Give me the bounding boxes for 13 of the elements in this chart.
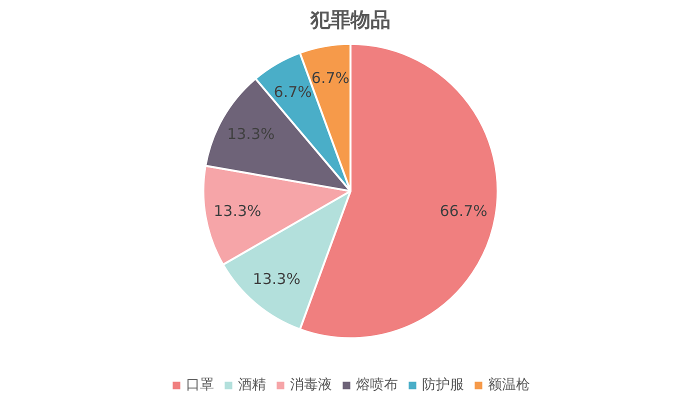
legend-label: 口罩 (186, 376, 214, 394)
legend-label: 额温枪 (488, 376, 530, 394)
legend-label: 酒精 (238, 376, 266, 394)
legend-label: 防护服 (422, 376, 464, 394)
chart-title: 犯罪物品 (310, 8, 390, 32)
data-label: 66.7% (440, 202, 488, 220)
data-label: 6.7% (274, 82, 312, 101)
legend-label: 熔喷布 (356, 376, 398, 394)
data-label: 13.3% (214, 202, 262, 220)
data-label: 13.3% (252, 270, 300, 288)
data-label: 6.7% (311, 69, 350, 88)
legend-label: 消毒液 (290, 376, 332, 394)
data-label: 13.3% (227, 124, 275, 143)
